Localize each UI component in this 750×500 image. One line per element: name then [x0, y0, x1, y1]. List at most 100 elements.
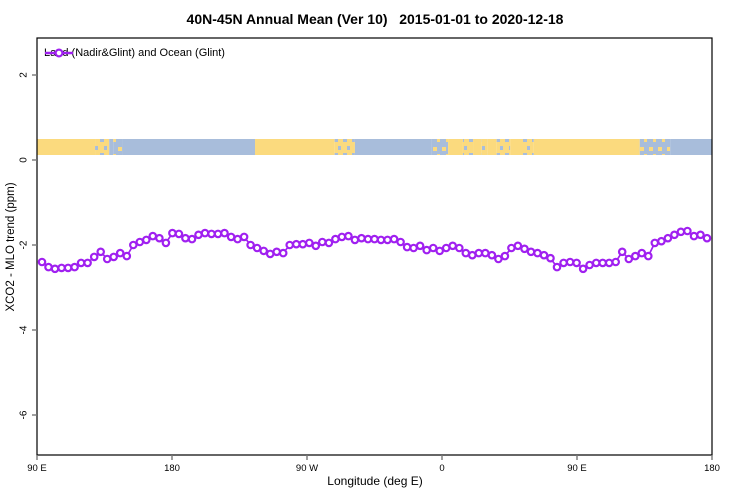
- data-point-marker: [285, 240, 295, 250]
- data-point-marker: [298, 239, 308, 249]
- legend-label: Land (Nadir&Glint) and Ocean (Glint): [44, 47, 225, 59]
- data-point-marker: [500, 251, 510, 261]
- data-point-marker: [109, 252, 119, 262]
- data-point-marker: [428, 243, 438, 253]
- data-point-marker: [200, 228, 210, 238]
- data-point-marker: [696, 230, 705, 240]
- y-tick-label: -2: [19, 240, 30, 249]
- data-point-marker: [155, 233, 164, 243]
- x-axis-label: Longitude (deg E): [327, 474, 423, 488]
- data-point-marker: [181, 233, 190, 243]
- data-point-marker: [344, 231, 353, 241]
- map-band-segment: [473, 139, 482, 155]
- data-point-marker: [480, 248, 490, 258]
- y-tick-label: 0: [19, 157, 30, 163]
- data-point-marker: [70, 262, 79, 272]
- data-point-marker: [174, 229, 184, 239]
- plot-border: [36, 37, 713, 456]
- data-point-marker: [272, 247, 282, 257]
- legend-marker-icon: [45, 48, 73, 58]
- map-band-segment: [431, 139, 449, 155]
- data-point-marker: [415, 241, 425, 251]
- data-point-marker: [337, 232, 347, 242]
- data-point-marker: [448, 241, 458, 251]
- data-point-marker: [324, 238, 334, 248]
- data-point-marker: [122, 251, 132, 261]
- data-point-marker: [611, 257, 621, 267]
- legend: Land (Nadir&Glint) and Ocean (Glint): [44, 47, 225, 59]
- data-point-marker: [585, 260, 594, 270]
- map-band-segment: [334, 139, 355, 155]
- data-point-marker: [663, 233, 673, 243]
- y-tick-label: 2: [19, 72, 30, 78]
- map-band-segment: [487, 139, 497, 155]
- chart-title: 40N-45N Annual Mean (Ver 10) 2015-01-01 …: [186, 11, 564, 27]
- data-point-marker: [683, 226, 692, 236]
- data-series: [37, 226, 712, 274]
- data-point-marker: [148, 231, 158, 241]
- data-point-marker: [304, 238, 314, 248]
- data-point-marker: [89, 252, 99, 262]
- data-point-marker: [689, 231, 699, 241]
- data-point-marker: [617, 247, 627, 257]
- data-point-marker: [83, 258, 92, 268]
- data-point-marker: [657, 236, 666, 246]
- map-band-segment: [113, 139, 123, 155]
- data-point-marker: [252, 243, 262, 253]
- data-point-marker: [50, 264, 60, 274]
- map-band-segment: [510, 139, 523, 155]
- map-band-segment: [122, 139, 256, 155]
- data-point-marker: [435, 246, 445, 256]
- map-band-segment: [354, 139, 432, 155]
- y-tick-label: -4: [19, 325, 30, 334]
- data-point-marker: [637, 248, 647, 258]
- data-point-marker: [259, 246, 269, 256]
- data-point-marker: [96, 247, 106, 257]
- x-tick-label: 0: [439, 463, 444, 474]
- data-point-marker: [494, 254, 503, 264]
- data-point-marker: [168, 228, 177, 238]
- data-point-marker: [650, 238, 660, 248]
- data-point-marker: [578, 264, 588, 274]
- map-band-segment: [448, 139, 463, 155]
- data-point-marker: [624, 254, 634, 264]
- data-point-marker: [161, 238, 171, 248]
- data-point-marker: [317, 237, 327, 247]
- data-point-marker: [526, 247, 536, 257]
- data-point-marker: [559, 258, 568, 268]
- data-point-marker: [520, 244, 529, 254]
- data-point-marker: [383, 235, 392, 245]
- data-point-marker: [402, 242, 412, 252]
- x-tick-label: 180: [164, 463, 180, 474]
- data-point-marker: [239, 232, 249, 242]
- y-axis-label: XCO2 - MLO trend (ppm): [5, 182, 17, 312]
- map-band-segment: [462, 139, 474, 155]
- data-point-marker: [246, 240, 255, 250]
- data-point-marker: [546, 253, 555, 263]
- map-band-segment: [639, 139, 671, 155]
- map-band-segment: [481, 139, 488, 155]
- map-band-segment: [533, 139, 640, 155]
- map-band-segment: [95, 139, 110, 155]
- data-point-marker: [187, 234, 197, 244]
- data-point-marker: [676, 227, 686, 237]
- data-point-marker: [115, 248, 125, 258]
- data-point-marker: [63, 263, 73, 273]
- data-point-marker: [604, 258, 614, 268]
- y-tick-label: -6: [19, 410, 30, 419]
- data-point-marker: [220, 228, 229, 238]
- map-band-segment: [523, 139, 534, 155]
- data-point-marker: [350, 235, 360, 245]
- data-point-marker: [357, 233, 366, 243]
- x-tick-label: 90 W: [296, 463, 318, 474]
- x-tick-label: 90 E: [27, 463, 47, 474]
- map-band-segment: [496, 139, 511, 155]
- map-band-segment: [37, 139, 96, 155]
- latitude-map-band: [37, 139, 712, 155]
- data-point-marker: [370, 234, 379, 244]
- map-band-segment: [255, 139, 335, 155]
- data-point-marker: [513, 241, 523, 251]
- data-point-marker: [670, 230, 679, 240]
